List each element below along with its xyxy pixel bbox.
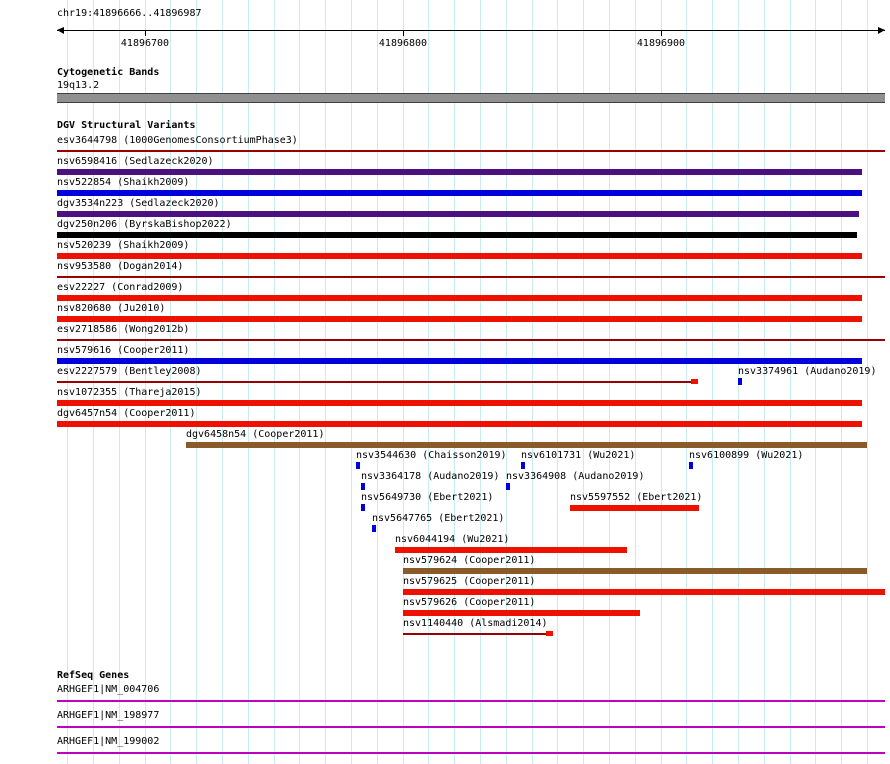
variant-line[interactable] [57, 150, 885, 152]
axis-tick-label: 41896800 [378, 38, 428, 49]
variant-bar[interactable] [57, 316, 862, 322]
variant-tick[interactable] [738, 378, 742, 385]
variant-endmark[interactable] [691, 379, 698, 384]
variant-bar[interactable] [403, 589, 885, 595]
variant-label: dgv250n206 (ByrskaBishop2022) [57, 219, 232, 230]
variant-label: nsv6101731 (Wu2021) [521, 450, 636, 461]
gridline [841, 0, 842, 764]
axis-tick-label: 41896900 [636, 38, 686, 49]
variant-bar[interactable] [57, 232, 857, 238]
variant-bar[interactable] [403, 568, 867, 574]
variant-label: nsv6100899 (Wu2021) [689, 450, 804, 461]
cytoband-bar[interactable] [57, 93, 885, 103]
variant-bar[interactable] [395, 547, 627, 553]
variant-label: nsv1072355 (Thareja2015) [57, 387, 202, 398]
variant-bar[interactable] [570, 505, 699, 511]
region-title: chr19:41896666..41896987 [57, 8, 202, 19]
variant-label: nsv953580 (Dogan2014) [57, 261, 184, 272]
variant-label: esv22227 (Conrad2009) [57, 282, 184, 293]
variant-bar[interactable] [57, 169, 862, 175]
axis-tick [403, 31, 404, 36]
variant-label: nsv520239 (Shaikh2009) [57, 240, 190, 251]
variant-label: esv2718586 (Wong2012b) [57, 324, 190, 335]
gene-label: ARHGEF1|NM_198977 [57, 710, 160, 721]
axis-arrow-left-icon [57, 27, 64, 34]
variant-label: dgv6457n54 (Cooper2011) [57, 408, 196, 419]
variant-bar[interactable] [57, 211, 859, 217]
variant-bar[interactable] [186, 442, 867, 448]
variant-label: nsv522854 (Shaikh2009) [57, 177, 190, 188]
gridline [790, 0, 791, 764]
gene-label: ARHGEF1|NM_004706 [57, 684, 160, 695]
gridline [764, 0, 765, 764]
variant-tick[interactable] [521, 462, 525, 469]
variant-label: esv3644798 (1000GenomesConsortiumPhase3) [57, 135, 298, 146]
variant-label: nsv3544630 (Chaisson2019) [356, 450, 507, 461]
gene-line[interactable] [57, 700, 885, 702]
variant-tick[interactable] [506, 483, 510, 490]
gridline [712, 0, 713, 764]
variant-bar[interactable] [57, 190, 862, 196]
axis-arrow-right-icon [878, 27, 885, 34]
variant-label: nsv5649730 (Ebert2021) [361, 492, 494, 503]
variant-tick[interactable] [372, 525, 376, 532]
variant-line[interactable] [57, 381, 697, 383]
variant-tick[interactable] [361, 483, 365, 490]
variant-line[interactable] [57, 276, 885, 278]
axis-tick-label: 41896700 [120, 38, 170, 49]
variant-label: nsv1140440 (Alsmadi2014) [403, 618, 548, 629]
variant-bar[interactable] [57, 253, 862, 259]
variant-label: nsv5647765 (Ebert2021) [372, 513, 505, 524]
axis-tick [661, 31, 662, 36]
variant-label: nsv3364178 (Audano2019) [361, 471, 500, 482]
variant-label: nsv5597552 (Ebert2021) [570, 492, 703, 503]
variant-bar[interactable] [57, 421, 862, 427]
gridline [867, 0, 868, 764]
variant-label: dgv3534n223 (Sedlazeck2020) [57, 198, 220, 209]
variant-tick[interactable] [361, 504, 365, 511]
variant-bar[interactable] [403, 610, 640, 616]
variant-bar[interactable] [57, 295, 862, 301]
variant-bar[interactable] [57, 358, 862, 364]
gridline [815, 0, 816, 764]
variant-label: nsv579626 (Cooper2011) [403, 597, 536, 608]
section-heading-dgv: DGV Structural Variants [57, 120, 196, 131]
variant-bar[interactable] [57, 400, 862, 406]
variant-label: nsv820680 (Ju2010) [57, 303, 166, 314]
variant-label: nsv3364908 (Audano2019) [506, 471, 645, 482]
cytoband-label: 19q13.2 [57, 80, 100, 91]
variant-label: nsv579624 (Cooper2011) [403, 555, 536, 566]
section-heading-refseq: RefSeq Genes [57, 670, 130, 681]
variant-label: dgv6458n54 (Cooper2011) [186, 429, 325, 440]
variant-label: nsv579625 (Cooper2011) [403, 576, 536, 587]
axis-tick [145, 31, 146, 36]
variant-tick[interactable] [689, 462, 693, 469]
variant-line[interactable] [57, 339, 885, 341]
variant-line[interactable] [403, 633, 552, 635]
section-heading-cytobands: Cytogenetic Bands [57, 67, 160, 78]
gene-label: ARHGEF1|NM_199002 [57, 736, 160, 747]
variant-label: nsv6598416 (Sedlazeck2020) [57, 156, 214, 167]
variant-label: nsv6044194 (Wu2021) [395, 534, 510, 545]
gene-line[interactable] [57, 726, 885, 728]
variant-endmark[interactable] [546, 631, 553, 636]
gene-line[interactable] [57, 752, 885, 754]
variant-label: esv2227579 (Bentley2008) [57, 366, 202, 377]
variant-label: nsv579616 (Cooper2011) [57, 345, 190, 356]
axis-line [57, 30, 885, 31]
variant-label: nsv3374961 (Audano2019) [738, 366, 877, 377]
variant-tick[interactable] [356, 462, 360, 469]
